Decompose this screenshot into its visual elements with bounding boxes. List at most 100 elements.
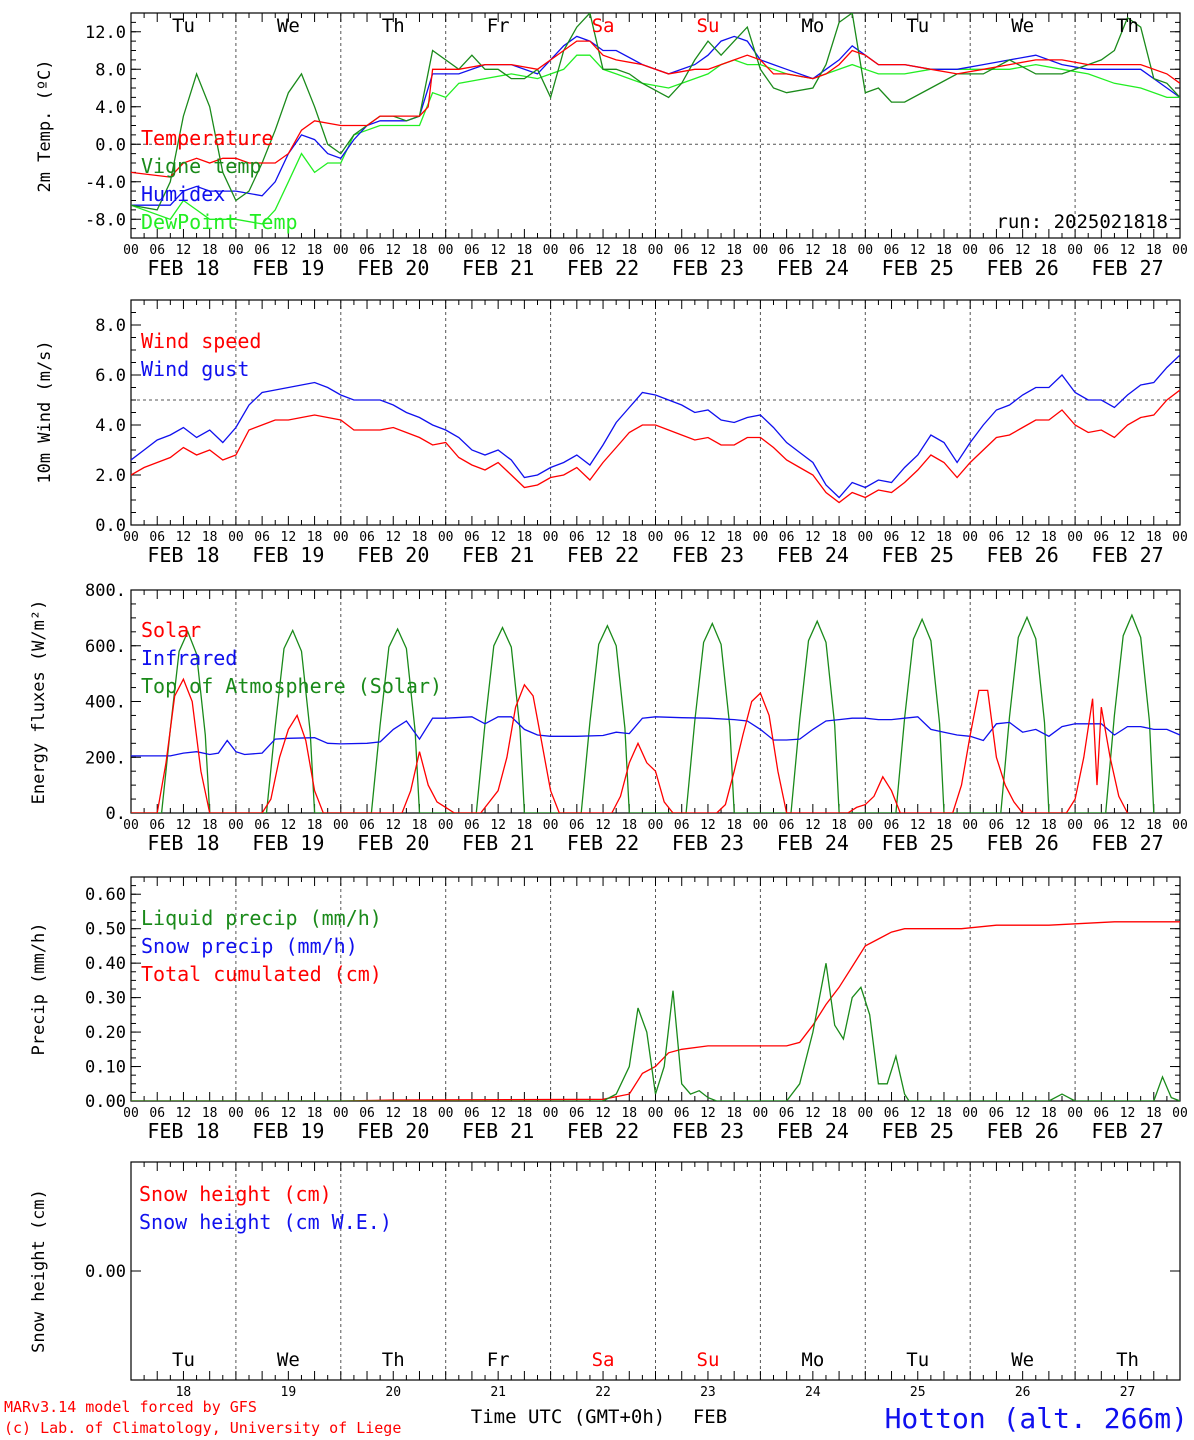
hour-label: 18 [621, 1106, 637, 1121]
series-line-humidex [131, 35, 1180, 206]
hour-label: 12 [490, 243, 506, 258]
hour-label: 06 [989, 818, 1005, 833]
hour-label: 00 [438, 243, 454, 258]
y-tick-label: 8.0 [95, 316, 126, 336]
hour-label: 12 [281, 818, 297, 833]
day-number-label: 26 [1015, 1385, 1031, 1400]
hour-label: 18 [831, 243, 847, 258]
date-label: FEB 22 [567, 543, 639, 567]
date-label: FEB 20 [357, 831, 429, 855]
y-tick-label: 0. [106, 804, 126, 824]
hour-label: 18 [1041, 530, 1057, 545]
hour-label: 12 [805, 530, 821, 545]
hour-label: 00 [543, 530, 559, 545]
hour-label: 18 [621, 243, 637, 258]
date-label: FEB 23 [672, 543, 744, 567]
hour-label: 18 [831, 818, 847, 833]
hour-label: 18 [1146, 818, 1162, 833]
hour-label: 00 [753, 243, 769, 258]
hour-label: 06 [149, 530, 165, 545]
y-tick-label: 0.50 [85, 920, 126, 940]
date-label: FEB 23 [672, 831, 744, 855]
hour-label: 18 [202, 530, 218, 545]
hour-label: 00 [648, 818, 664, 833]
hour-label: 12 [176, 243, 192, 258]
hour-label: 00 [1067, 818, 1083, 833]
y-tick-label: 0.30 [85, 989, 126, 1009]
hour-label: 12 [281, 1106, 297, 1121]
weekday-label: Sa [592, 1349, 615, 1371]
hour-label: 12 [1120, 818, 1136, 833]
y-tick-label: 8.0 [95, 60, 126, 80]
plot-frame [130, 12, 1181, 239]
hour-label: 18 [1041, 1106, 1057, 1121]
date-label: FEB 18 [147, 831, 219, 855]
hour-label: 12 [595, 530, 611, 545]
weekday-label: We [1011, 15, 1034, 37]
hour-label: 00 [123, 243, 139, 258]
day-number-label: 23 [700, 1385, 716, 1400]
y-tick-label: 0.00 [85, 1262, 126, 1282]
hour-label: 00 [1172, 1106, 1188, 1121]
weekday-label: Mo [801, 15, 824, 37]
hour-label: 06 [1093, 818, 1109, 833]
weekday-label: Sa [592, 15, 615, 37]
hour-label: 00 [228, 243, 244, 258]
date-label: FEB 23 [672, 256, 744, 280]
weekday-label: Tu [906, 15, 929, 37]
date-label: FEB 21 [462, 1119, 534, 1143]
day-number-label: 19 [281, 1385, 297, 1400]
weekday-label: Th [382, 15, 405, 37]
hour-label: 18 [517, 243, 533, 258]
hour-label: 12 [385, 530, 401, 545]
hour-label: 18 [621, 530, 637, 545]
hour-label: 18 [936, 818, 952, 833]
hour-label: 18 [1041, 243, 1057, 258]
date-label: FEB 26 [987, 256, 1059, 280]
weekday-label: Mo [801, 1349, 824, 1371]
date-label: FEB 18 [147, 256, 219, 280]
y-axis-title: Energy fluxes (W/m²) [29, 600, 49, 805]
hour-label: 06 [254, 243, 270, 258]
hour-label: 00 [753, 1106, 769, 1121]
legend-entry: Solar [141, 618, 201, 642]
y-tick-label: 4.0 [95, 416, 126, 436]
hour-label: 18 [831, 530, 847, 545]
hour-label: 06 [254, 818, 270, 833]
date-label: FEB 20 [357, 543, 429, 567]
hour-label: 12 [805, 243, 821, 258]
hour-label: 06 [884, 530, 900, 545]
hour-label: 00 [333, 1106, 349, 1121]
date-label: FEB 21 [462, 831, 534, 855]
hour-label: 06 [884, 243, 900, 258]
date-label: FEB 27 [1091, 256, 1163, 280]
legend-entry: Total cumulated (cm) [141, 962, 382, 986]
series-line-infrared [131, 716, 1180, 757]
weekday-label: Tu [172, 15, 195, 37]
hour-label: 18 [202, 1106, 218, 1121]
y-tick-label: 0.0 [95, 135, 126, 155]
hour-label: 18 [726, 1106, 742, 1121]
hour-label: 18 [412, 1106, 428, 1121]
hour-label: 06 [884, 1106, 900, 1121]
hour-label: 06 [779, 530, 795, 545]
legend-entry: Wind gust [141, 357, 249, 381]
hour-label: 18 [412, 243, 428, 258]
hour-label: 18 [202, 818, 218, 833]
weekday-label: We [277, 15, 300, 37]
hour-label: 00 [438, 530, 454, 545]
hour-label: 06 [464, 243, 480, 258]
hour-label: 00 [543, 243, 559, 258]
date-label: FEB 20 [357, 256, 429, 280]
hour-label: 00 [857, 243, 873, 258]
hour-label: 06 [989, 243, 1005, 258]
panel-5 [130, 1161, 1181, 1381]
hour-label: 06 [464, 530, 480, 545]
legend-entry: Humidex [141, 182, 225, 206]
hour-label: 12 [385, 243, 401, 258]
hour-label: 12 [805, 818, 821, 833]
day-number-label: 22 [595, 1385, 611, 1400]
y-tick-label: 400. [85, 693, 126, 713]
hour-label: 12 [490, 1106, 506, 1121]
